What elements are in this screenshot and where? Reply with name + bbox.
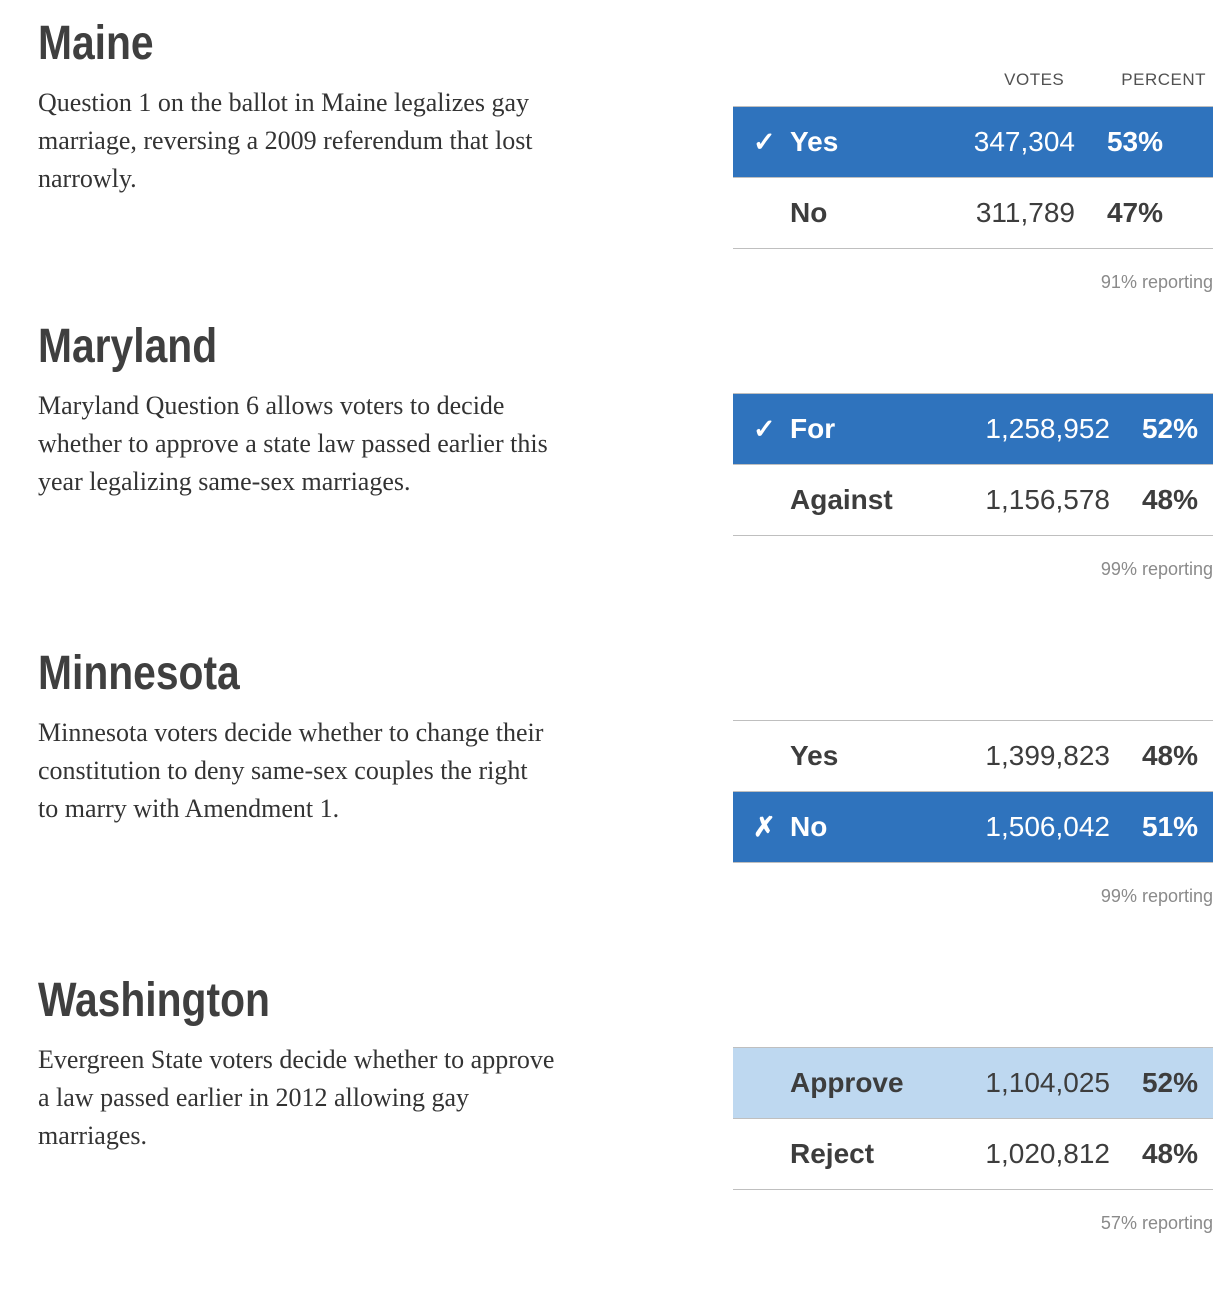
section-maryland: Maryland Maryland Question 6 allows vote… [38,323,1213,580]
washington-text-column: Washington Evergreen State voters decide… [38,977,713,1155]
percent-value: 48% [1141,740,1198,771]
maine-results-table: ✓ Yes 347,304 53% No 311,789 47% [733,106,1213,249]
option-label: No [790,811,828,842]
votes-column-header: VOTES [1004,70,1065,89]
section-maine: Maine Question 1 on the ballot in Maine … [38,20,1213,293]
votes-value: 347,304 [973,126,1075,157]
option-label: No [790,197,828,228]
minnesota-results-table: Yes 1,399,823 48% ✗ No 1,506,042 51% [733,720,1213,863]
votes-value: 1,399,823 [985,740,1110,771]
table-row-maryland-for: ✓ For 1,258,952 52% [733,394,1213,465]
maryland-results-table: ✓ For 1,258,952 52% Against 1,156,578 48% [733,393,1213,536]
washington-results-column: Approve 1,104,025 52% Reject 1,020,812 4… [733,1047,1213,1234]
table-row-minnesota-no: ✗ No 1,506,042 51% [733,792,1213,863]
option-label: Yes [790,740,839,771]
table-row-minnesota-yes: Yes 1,399,823 48% [733,721,1213,792]
option-label: Against [790,484,893,515]
minnesota-text-column: Minnesota Minnesota voters decide whethe… [38,650,713,828]
option-label: Yes [790,126,839,157]
votes-value: 1,258,952 [985,413,1110,444]
option-label-cell: Reject [733,1138,960,1170]
percent-column-header: PERCENT [1121,70,1206,89]
minnesota-reporting-status: 99% reporting [1100,886,1213,906]
percent-value: 53% [1106,126,1163,157]
maryland-heading: Maryland [38,320,218,373]
option-label-cell: Against [733,484,960,516]
percent-value: 48% [1141,1138,1198,1169]
minnesota-description: Minnesota voters decide whether to chang… [38,718,544,823]
option-label-cell: Approve [733,1067,960,1099]
maine-text-column: Maine Question 1 on the ballot in Maine … [38,20,713,198]
washington-results-table: Approve 1,104,025 52% Reject 1,020,812 4… [733,1047,1213,1190]
votes-value: 1,104,025 [985,1067,1110,1098]
percent-value: 47% [1106,197,1163,228]
checkmark-icon: ✓ [753,126,776,157]
option-label: Approve [790,1067,904,1098]
washington-description: Evergreen State voters decide whether to… [38,1045,555,1150]
option-label-cell: Yes [733,740,960,772]
votes-value: 1,506,042 [985,811,1110,842]
maryland-text-column: Maryland Maryland Question 6 allows vote… [38,323,713,501]
results-table-header: VOTES PERCENT [733,70,1213,90]
washington-heading: Washington [38,974,270,1027]
option-label: Reject [790,1138,875,1169]
maine-results-column: VOTES PERCENT ✓ Yes 347,304 53% No 311,78… [733,70,1213,293]
washington-reporting-status: 57% reporting [1100,1213,1213,1233]
option-label-cell: ✓ For [733,413,960,445]
option-label: For [790,413,836,444]
x-mark-icon: ✗ [753,811,776,842]
table-row-washington-reject: Reject 1,020,812 48% [733,1119,1213,1190]
table-row-washington-approve: Approve 1,104,025 52% [733,1048,1213,1119]
maine-heading: Maine [38,17,154,70]
maryland-results-column: ✓ For 1,258,952 52% Against 1,156,578 48%… [733,393,1213,580]
section-minnesota: Minnesota Minnesota voters decide whethe… [38,650,1213,907]
maine-description: Question 1 on the ballot in Maine legali… [38,88,533,193]
option-label-cell: No [733,197,925,229]
votes-value: 311,789 [975,197,1075,228]
percent-value: 51% [1141,811,1198,842]
option-label-cell: ✗ No [733,811,960,843]
minnesota-heading: Minnesota [38,647,240,700]
percent-value: 48% [1141,484,1198,515]
table-row-maryland-against: Against 1,156,578 48% [733,465,1213,536]
maryland-reporting-status: 99% reporting [1100,559,1213,579]
maryland-description: Maryland Question 6 allows voters to dec… [38,391,548,496]
checkmark-icon: ✓ [753,413,776,444]
percent-value: 52% [1141,1067,1198,1098]
maine-reporting-status: 91% reporting [1100,272,1213,292]
section-washington: Washington Evergreen State voters decide… [38,977,1213,1234]
percent-value: 52% [1141,413,1198,444]
votes-value: 1,020,812 [985,1138,1110,1169]
table-row-maine-yes: ✓ Yes 347,304 53% [733,107,1213,178]
option-label-cell: ✓ Yes [733,126,925,158]
table-row-maine-no: No 311,789 47% [733,178,1213,249]
minnesota-results-column: Yes 1,399,823 48% ✗ No 1,506,042 51% 99% … [733,720,1213,907]
votes-value: 1,156,578 [985,484,1110,515]
